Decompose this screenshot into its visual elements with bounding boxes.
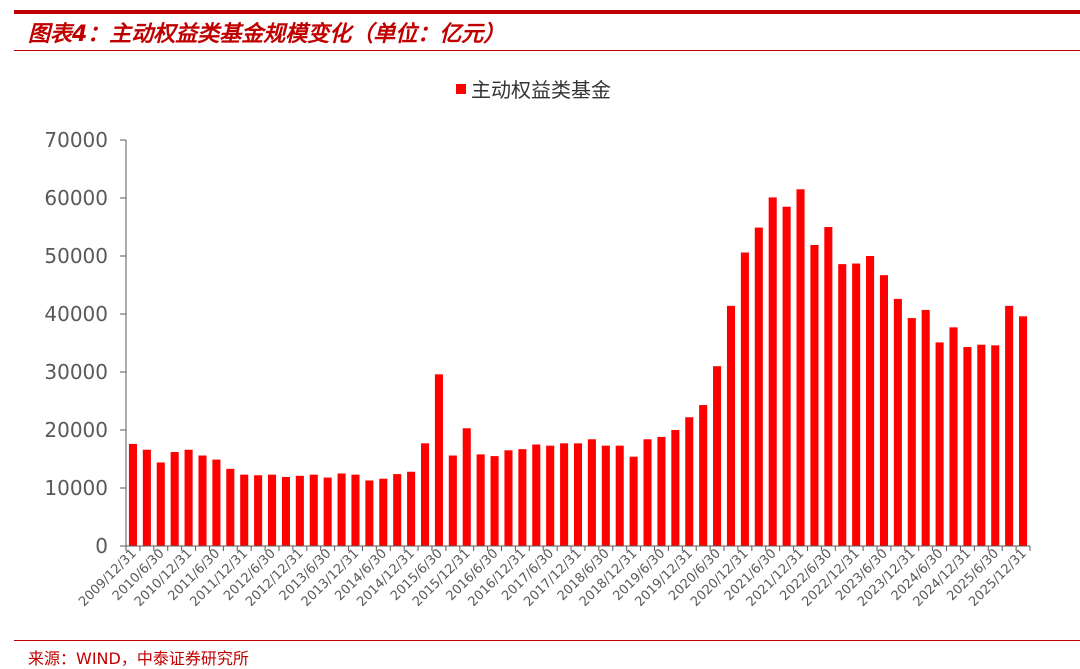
bar: [267, 474, 277, 546]
bar-chart: 主动权益类基金 0 10000 20000 30000 40000 50000 60000 7…: [44, 78, 1031, 610]
bar: [226, 468, 235, 546]
bottom-rule: [14, 640, 1080, 641]
bar: [128, 443, 137, 546]
bar: [254, 475, 263, 546]
bar: [754, 227, 763, 546]
bar: [420, 443, 430, 546]
bar: [462, 428, 471, 546]
y-tick-label: 0: [95, 534, 108, 558]
bar: [212, 459, 221, 546]
bar: [573, 443, 583, 546]
top-rule: [14, 10, 1080, 14]
legend-swatch: [456, 84, 466, 94]
bar: [852, 263, 861, 546]
bar: [309, 474, 318, 546]
bar: [601, 445, 610, 546]
bar: [810, 244, 819, 547]
bar: [782, 206, 791, 546]
bar: [657, 436, 666, 546]
bar: [560, 443, 569, 546]
y-tick-label: 30000: [44, 360, 108, 384]
bar: [726, 305, 736, 546]
bar: [184, 449, 193, 546]
bar: [768, 197, 777, 547]
bar: [713, 366, 722, 546]
title-underline: [14, 50, 1080, 51]
legend: 主动权益类基金: [456, 78, 611, 102]
bar: [949, 327, 958, 546]
bar: [323, 477, 332, 546]
bar: [866, 256, 875, 546]
source-note: 来源：WIND，中泰证券研究所: [28, 649, 249, 668]
y-tick-label: 40000: [44, 302, 108, 326]
bar: [615, 445, 624, 546]
bar: [365, 480, 374, 546]
bar: [546, 445, 555, 546]
bar: [448, 455, 457, 546]
chart-title: 图表4：主动权益类基金规模变化（单位：亿元）: [28, 22, 506, 47]
bar: [977, 344, 986, 546]
bar: [198, 455, 207, 546]
bar: [504, 450, 513, 546]
bar: [921, 309, 930, 546]
y-tick-label: 20000: [44, 418, 108, 442]
bar: [142, 449, 151, 546]
bar: [434, 374, 443, 546]
y-tick-label: 60000: [44, 186, 108, 210]
legend-label: 主动权益类基金: [471, 78, 611, 102]
bar: [407, 471, 416, 546]
bar: [991, 345, 1000, 546]
bar: [699, 405, 708, 546]
bar: [893, 298, 902, 546]
bar: [170, 452, 179, 546]
y-tick-label: 10000: [44, 476, 108, 500]
bar: [824, 227, 833, 546]
bar: [963, 347, 972, 546]
x-axis: 2009/12/312010/6/302010/12/312011/6/3020…: [76, 545, 1031, 610]
bar: [879, 275, 889, 546]
bar: [351, 474, 360, 546]
bar: [587, 439, 596, 546]
y-tick-label: 70000: [44, 128, 108, 152]
bar: [685, 417, 694, 546]
bar: [671, 430, 680, 546]
bar: [393, 474, 402, 546]
bar: [281, 476, 290, 546]
bar: [156, 462, 165, 546]
bar: [1005, 305, 1014, 546]
bar: [476, 454, 485, 546]
bar: [379, 478, 388, 546]
y-axis: 0 10000 20000 30000 40000 50000 60000 70000: [44, 128, 127, 558]
bar: [337, 473, 346, 546]
bar: [295, 475, 304, 546]
bar: [740, 252, 749, 546]
bar: [796, 189, 805, 547]
bar: [935, 342, 944, 546]
bar: [490, 456, 499, 546]
bars: [128, 189, 1028, 547]
bar: [532, 444, 541, 546]
bar: [1019, 316, 1028, 546]
bar: [907, 318, 916, 546]
bar: [838, 264, 847, 546]
y-tick-label: 50000: [44, 244, 108, 268]
bar: [240, 474, 249, 546]
bar: [629, 456, 638, 546]
bar: [518, 449, 527, 546]
bar: [643, 439, 652, 546]
